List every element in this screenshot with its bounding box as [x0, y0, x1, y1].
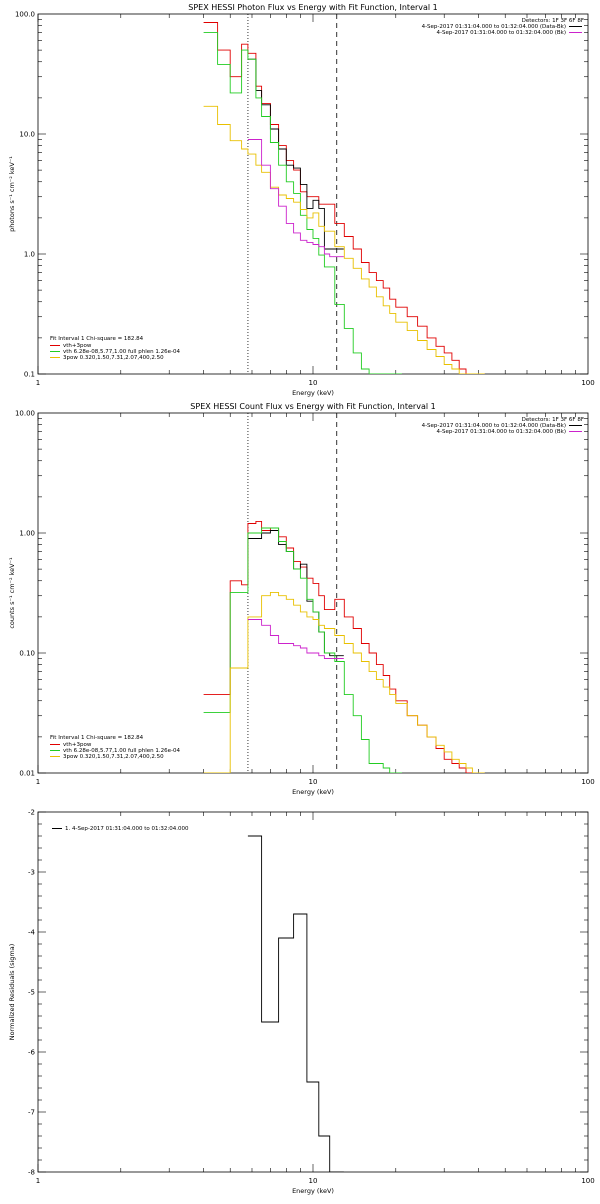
y-tick-label: 0.10: [19, 650, 35, 658]
y-tick-label: 0.1: [24, 371, 35, 379]
x-tick-label: 100: [581, 379, 594, 387]
y-axis-label: Normalized Residuals (sigma): [8, 944, 16, 1041]
panel-2: [37, 412, 589, 774]
legend-right-entry: 4-Sep-2017 01:31:04.000 to 01:32:04.000 …: [437, 30, 567, 36]
legend-left-entry: vth+3pow: [63, 742, 92, 748]
y-tick-label: -4: [28, 929, 36, 937]
panel-1: [37, 13, 589, 375]
fit-interval-label: Fit Interval 1 Chi-square = 182.84: [50, 336, 144, 342]
x-tick-label: 100: [581, 778, 594, 786]
x-axis-label: Energy (keV): [292, 1187, 334, 1195]
legend-right-entry: 4-Sep-2017 01:31:04.000 to 01:32:04.000 …: [422, 24, 566, 30]
x-axis-label: Energy (keV): [292, 389, 334, 397]
x-tick-label: 1: [36, 778, 40, 786]
legend-right-entry: 4-Sep-2017 01:31:04.000 to 01:32:04.000 …: [422, 423, 566, 429]
chart-title: SPEX HESSI Photon Flux vs Energy with Fi…: [188, 3, 438, 12]
legend-entry: 1. 4-Sep-2017 01:31:04.000 to 01:32:04.0…: [65, 826, 189, 832]
y-tick-label: 0.01: [19, 770, 35, 778]
legend-right-entry: 4-Sep-2017 01:31:04.000 to 01:32:04.000 …: [437, 429, 567, 435]
series-red-line: [203, 520, 485, 773]
series-green-line: [203, 527, 402, 773]
panel-3: [37, 811, 589, 1173]
x-axis-label: Energy (keV): [292, 788, 334, 796]
series-green-line: [203, 32, 402, 374]
series-yellow-line: [203, 105, 485, 374]
y-tick-label: 1.00: [19, 530, 35, 538]
y-tick-label: 100.0: [15, 11, 35, 19]
y-tick-label: -3: [28, 869, 35, 877]
series-yellow-line: [203, 591, 485, 773]
plot-frame: [37, 13, 589, 375]
x-tick-label: 100: [581, 1177, 594, 1185]
legend-left-entry: vth+3pow: [63, 343, 92, 349]
y-tick-label: -8: [28, 1169, 35, 1177]
fit-interval-label: Fit Interval 1 Chi-square = 182.84: [50, 735, 144, 741]
series-black-line: [247, 58, 344, 250]
legend-left-entry: 3pow 0.320,1.50,7.31,2.07,400,2.50: [63, 754, 164, 760]
x-tick-label: 1: [36, 1177, 40, 1185]
legend-left-entry: vth 6.28e-08,5.77,1.00 full phlen 1.26e-…: [63, 748, 180, 754]
x-tick-label: 10: [309, 379, 318, 387]
legend-left-entry: 3pow 0.320,1.50,7.31,2.07,400,2.50: [63, 355, 164, 361]
series-magenta-line: [247, 619, 344, 659]
x-tick-label: 10: [309, 778, 318, 786]
detectors-label: Detectors: 1F 3F 6F 8F: [522, 417, 584, 423]
legend-left-entry: vth 6.28e-08,5.77,1.00 full phlen 1.26e-…: [63, 349, 180, 355]
y-tick-label: 10.00: [15, 410, 35, 418]
detectors-label: Detectors: 1F 3F 6F 8F: [522, 18, 584, 24]
series-black-line: [247, 835, 344, 1172]
y-axis-label: photons s⁻¹ cm⁻² keV⁻¹: [8, 156, 16, 232]
x-tick-label: 10: [309, 1177, 318, 1185]
series-black-line: [247, 530, 344, 657]
x-tick-label: 1: [36, 379, 40, 387]
y-tick-label: -2: [28, 809, 35, 817]
y-tick-label: -5: [28, 989, 35, 997]
series-red-line: [203, 22, 485, 374]
y-tick-label: 1.0: [24, 251, 35, 259]
chart-title: SPEX HESSI Count Flux vs Energy with Fit…: [190, 402, 435, 411]
y-tick-label: -7: [28, 1109, 35, 1117]
y-tick-label: -6: [28, 1049, 36, 1057]
y-axis-label: counts s⁻¹ cm⁻² keV⁻¹: [8, 557, 16, 629]
plot-frame: [37, 412, 589, 774]
plot-frame: [37, 811, 589, 1173]
series-magenta-line: [247, 139, 344, 258]
y-tick-label: 10.0: [19, 131, 35, 139]
